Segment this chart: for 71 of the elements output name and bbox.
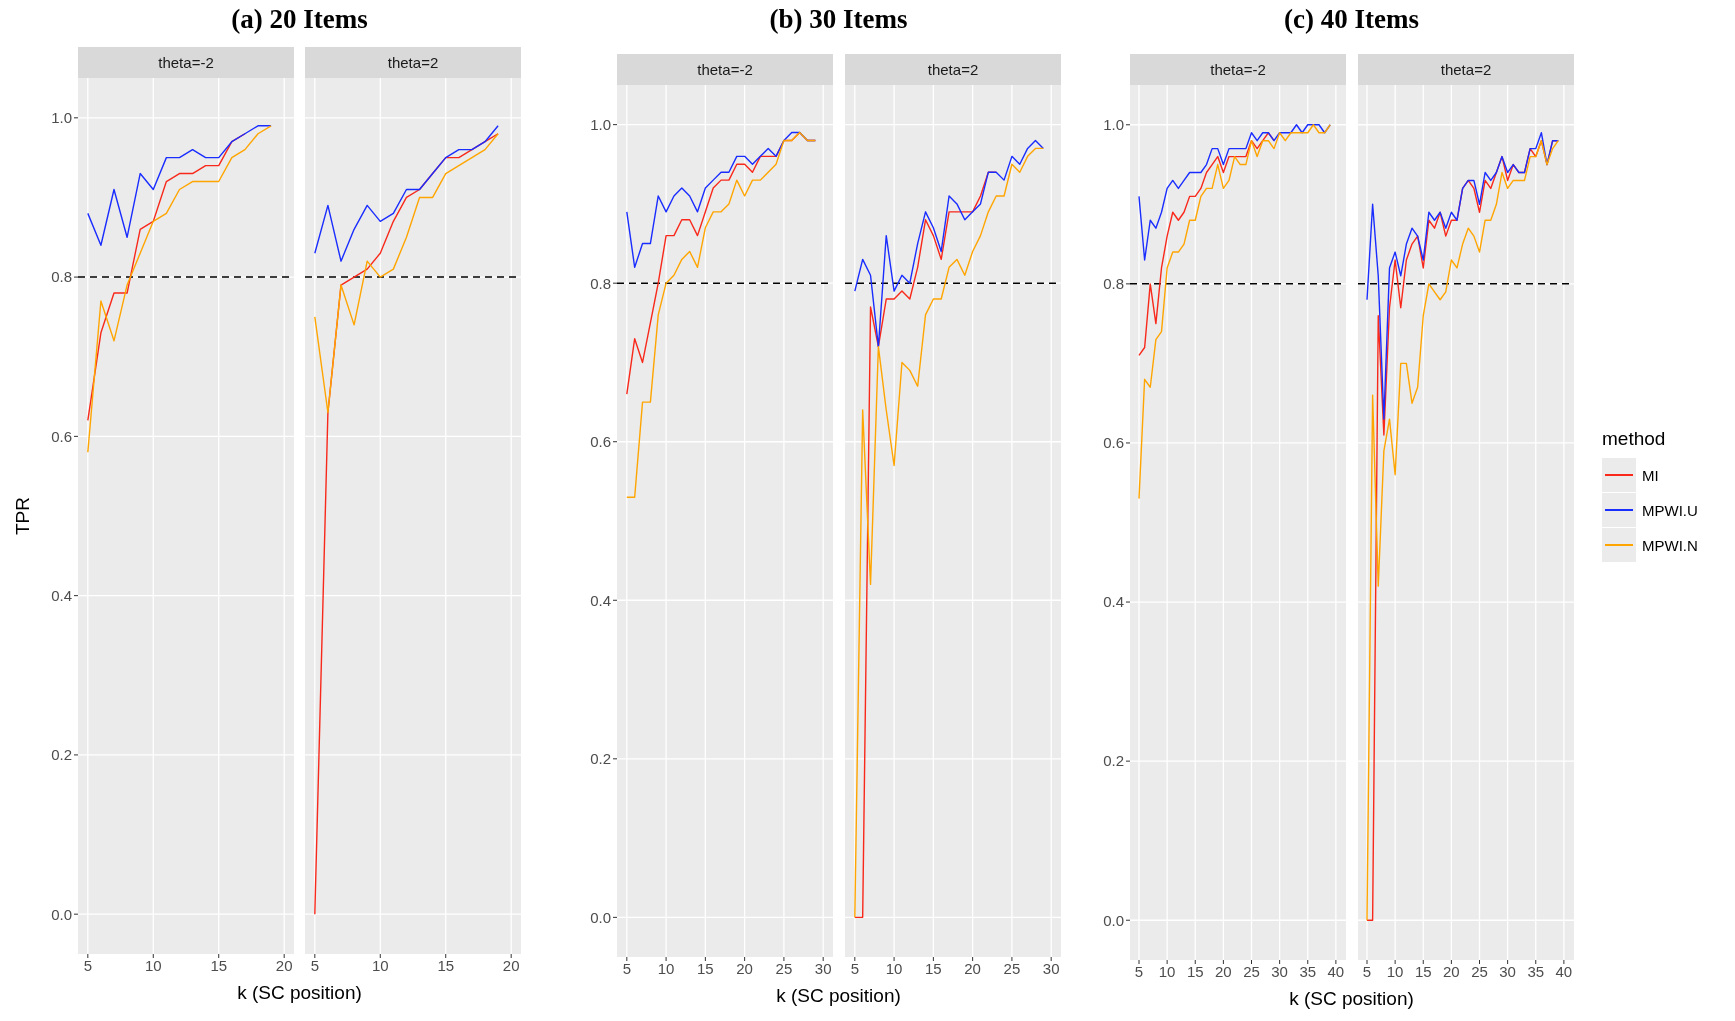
y-tick-label: 1.0 [1103,116,1124,134]
x-tick-label: 15 [210,956,228,974]
x-tick-label: 20 [1443,962,1460,980]
x-tick-label: 25 [1471,962,1488,980]
y-tick-label: 0.6 [51,427,72,445]
x-axis-title: k (SC position) [236,982,363,1004]
x-tick-label: 30 [814,959,832,977]
chart-subtitle: theta=2 [1358,54,1574,85]
x-tick-label: 10 [1386,962,1404,980]
x-tick-label: 20 [964,959,981,977]
x-tick-label: 20 [1215,962,1232,980]
x-tick-label: 15 [697,959,714,977]
x-tick-label: 15 [1414,962,1432,980]
chart-title: (c) 40 Items [1283,4,1420,35]
x-axis-title: k (SC position) [775,985,902,1007]
x-tick-label: 10 [1158,962,1176,980]
x-tick-label: 15 [1186,962,1204,980]
chart-title: (a) 20 Items [230,4,369,35]
x-tick-label: 25 [1003,959,1021,977]
chart-title: (b) 30 Items [768,4,909,35]
y-tick-label: 0.0 [1103,911,1124,929]
x-tick-label: 15 [925,959,942,977]
y-tick-label: 0.0 [590,908,611,926]
x-tick-label: 20 [502,956,520,974]
y-tick-label: 0.8 [51,268,72,286]
y-tick-label: 0.0 [51,905,72,923]
chart-subtitle: theta=-2 [617,54,833,85]
x-tick-label: 10 [885,959,903,977]
y-tick-label: 0.2 [590,750,611,768]
x-tick-label: 5 [83,956,92,974]
x-tick-label: 40 [1327,962,1345,980]
x-tick-label: 5 [622,959,631,977]
x-axis-title: k (SC position) [1288,988,1415,1010]
legend-label: MPWI.U [1642,501,1698,519]
y-tick-label: 0.2 [51,746,72,764]
y-tick-label: 0.6 [1103,434,1124,452]
y-tick-label: 0.2 [1103,752,1124,770]
y-tick-label: 0.8 [590,274,611,292]
y-tick-label: 0.4 [51,586,72,604]
x-tick-label: 10 [371,956,389,974]
x-tick-label: 5 [1134,962,1144,980]
y-tick-label: 0.4 [590,591,611,609]
x-tick-label: 35 [1527,962,1545,980]
y-tick-label: 0.6 [590,433,611,451]
x-tick-label: 30 [1042,959,1060,977]
legend-title: method [1602,427,1667,450]
y-axis-title: TPR [12,496,34,537]
y-tick-label: 1.0 [590,115,611,133]
x-tick-label: 25 [1243,962,1260,980]
chart-subtitle: theta=-2 [78,47,294,78]
x-tick-label: 30 [1271,962,1288,980]
x-tick-label: 10 [144,956,162,974]
x-tick-label: 20 [275,956,293,974]
x-tick-label: 40 [1555,962,1573,980]
x-tick-label: 5 [310,956,319,974]
y-tick-label: 1.0 [51,109,72,127]
x-tick-label: 20 [736,959,753,977]
x-tick-label: 5 [1362,962,1372,980]
x-tick-label: 15 [437,956,455,974]
x-tick-label: 35 [1299,962,1317,980]
legend-label: MI [1642,466,1659,484]
x-tick-label: 5 [850,959,859,977]
y-tick-label: 0.8 [1103,275,1124,293]
chart-subtitle: theta=-2 [1130,54,1346,85]
y-tick-label: 0.4 [1103,593,1124,611]
chart-subtitle: theta=2 [305,47,521,78]
legend-label: MPWI.N [1642,536,1698,554]
chart-subtitle: theta=2 [845,54,1061,85]
x-tick-label: 10 [657,959,675,977]
x-tick-label: 25 [775,959,793,977]
x-tick-label: 30 [1499,962,1516,980]
